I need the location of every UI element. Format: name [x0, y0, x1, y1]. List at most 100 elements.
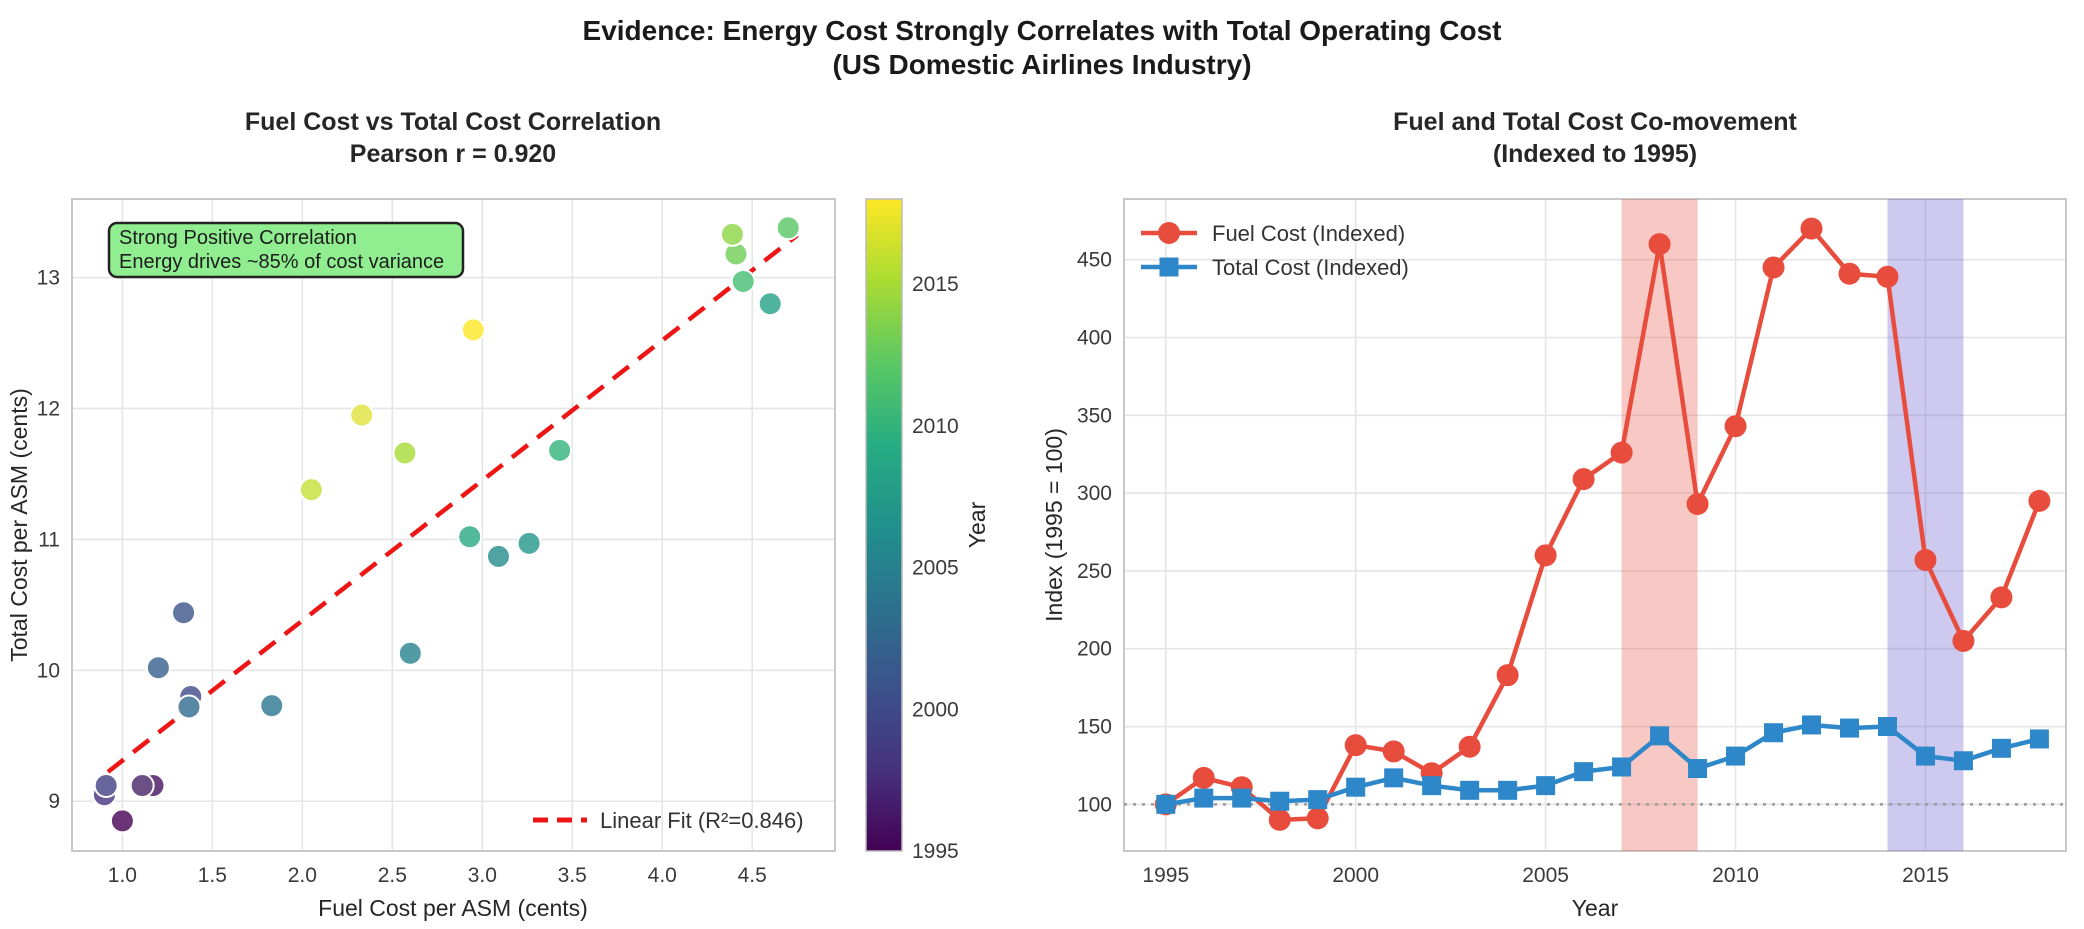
x-tick-label: 4.0	[648, 864, 677, 887]
scatter-point-1999	[93, 773, 119, 799]
total-marker-2006	[1574, 762, 1594, 782]
scatter-point-2002	[145, 655, 171, 681]
fuel-marker-2013	[1838, 262, 1861, 285]
scatter-point-1995	[109, 808, 135, 834]
total-marker-2017	[1991, 738, 2011, 758]
scatter-legend: Linear Fit (R²=0.846)	[533, 808, 804, 833]
colorbar-gradient-bar	[865, 198, 903, 852]
scatter-point-2014	[719, 221, 745, 247]
total-marker-1996	[1194, 788, 1214, 808]
total-marker-2009	[1688, 759, 1708, 779]
x-tick-label: 2005	[1522, 864, 1569, 887]
total-marker-1999	[1308, 790, 1328, 810]
fuel-marker-1998	[1268, 808, 1291, 831]
fuel-marker-2005	[1534, 544, 1557, 567]
fuel-marker-2003	[1458, 735, 1481, 758]
colorbar-tick-label: 2015	[912, 273, 959, 296]
x-tick-label: 2010	[1712, 864, 1759, 887]
y-tick-label: 13	[37, 267, 60, 290]
line-chart-xaxis-label: Year	[1572, 895, 1619, 921]
scatter-data	[91, 215, 801, 834]
scatter-tick-labels: 1.0 1.5 2.0 2.5 3.0 3.5 4.0 4.5 9 10 11 12 13	[37, 267, 767, 887]
fuel-marker-2007	[1610, 441, 1633, 464]
scatter-yaxis-label: Total Cost per ASM (cents)	[6, 388, 32, 662]
total-marker-1997	[1232, 788, 1252, 808]
fuel-marker-2018	[2028, 489, 2051, 512]
linear-fit-line	[106, 233, 799, 774]
fuel-legend-label: Fuel Cost (Indexed)	[1212, 221, 1405, 246]
total-marker-2003	[1460, 780, 1480, 800]
scatter-plot-border	[71, 198, 836, 852]
x-tick-label: 2000	[1332, 864, 1379, 887]
scatter-point-2009	[457, 524, 483, 550]
total-marker-1995	[1156, 794, 1176, 814]
colorbar-tick-label: 2005	[912, 557, 959, 580]
highlight-band	[1887, 199, 1964, 851]
x-tick-label: 3.0	[468, 864, 497, 887]
line-chart-title-line2: (Indexed to 1995)	[1493, 140, 1697, 168]
total-marker-2010	[1726, 746, 1746, 766]
x-tick-label: 1.0	[108, 864, 137, 887]
scatter-point-2003	[176, 694, 202, 720]
x-tick-label: 1995	[1142, 864, 1189, 887]
fuel-marker-2004	[1496, 664, 1519, 687]
scatter-point-2015	[392, 440, 418, 466]
annotation-text-line2: Energy drives ~85% of cost variance	[119, 251, 444, 273]
y-tick-label: 12	[37, 397, 60, 420]
figure-suptitle-line2: (US Domestic Airlines Industry)	[832, 49, 1251, 80]
fuel-marker-2017	[1990, 586, 2013, 609]
y-tick-label: 350	[1077, 404, 1112, 427]
total-marker-2015	[1915, 746, 1935, 766]
scatter-point-2005	[397, 640, 423, 666]
scatter-point-2018	[460, 317, 486, 343]
scatter-title-line1: Fuel Cost vs Total Cost Correlation	[245, 108, 661, 136]
colorbar-tick-label: 2000	[912, 698, 959, 721]
scatter-point-2001	[171, 600, 197, 626]
scatter-point-2012	[775, 215, 801, 241]
colorbar-tick-labels: 1995 2000 2005 2010 2015	[912, 273, 959, 863]
x-tick-label: 2015	[1902, 864, 1949, 887]
total-marker-2011	[1764, 723, 1784, 743]
scatter-grid	[71, 198, 836, 852]
line-chart-data	[1154, 217, 2051, 831]
scatter-point-2004	[259, 693, 285, 719]
y-tick-label: 11	[38, 528, 60, 551]
fuel-marker-2009	[1686, 492, 1709, 515]
total-marker-2016	[1953, 751, 1973, 771]
total-marker-2012	[1802, 715, 1822, 735]
colorbar-tick-label: 2010	[912, 415, 959, 438]
line-chart-title-line1: Fuel and Total Cost Co-movement	[1393, 108, 1797, 136]
fuel-legend-circle-icon	[1158, 222, 1180, 244]
y-tick-label: 450	[1077, 249, 1112, 272]
figure-suptitle-line1: Evidence: Energy Cost Strongly Correlate…	[583, 15, 1502, 46]
y-tick-label: 150	[1077, 716, 1112, 739]
total-marker-2013	[1839, 718, 1859, 738]
linear-fit-legend-label: Linear Fit (R²=0.846)	[600, 808, 804, 833]
highlight-band	[1621, 199, 1698, 851]
x-tick-label: 3.5	[558, 864, 587, 887]
fuel-marker-1999	[1306, 807, 1329, 830]
x-tick-label: 1.5	[198, 864, 227, 887]
fuel-marker-2012	[1800, 217, 1823, 240]
total-marker-2000	[1346, 777, 1366, 797]
fuel-marker-2000	[1344, 734, 1367, 757]
total-marker-2004	[1498, 780, 1518, 800]
fuel-marker-2016	[1952, 629, 1975, 652]
y-tick-label: 100	[1077, 793, 1112, 816]
x-tick-label: 4.5	[738, 864, 767, 887]
scatter-title-line2: Pearson r = 0.920	[350, 140, 556, 168]
total-legend-square-icon	[1159, 257, 1179, 277]
total-marker-2007	[1612, 757, 1632, 777]
total-legend-label: Total Cost (Indexed)	[1212, 255, 1409, 280]
scatter-point-2016	[298, 477, 324, 503]
line-chart-tick-labels: 1995 2000 2005 2010 2015 100 150 200 250 300 350 40…	[1077, 249, 1949, 887]
fuel-marker-2001	[1382, 740, 1405, 763]
total-marker-2005	[1536, 776, 1556, 796]
colorbar-tick-label: 1995	[912, 840, 959, 863]
line-chart-border	[1123, 198, 2067, 852]
annotation-box-rect	[107, 221, 465, 279]
y-tick-label: 10	[37, 659, 60, 682]
total-marker-2002	[1422, 776, 1442, 796]
line-chart-yaxis-label: Index (1995 = 100)	[1041, 428, 1067, 622]
